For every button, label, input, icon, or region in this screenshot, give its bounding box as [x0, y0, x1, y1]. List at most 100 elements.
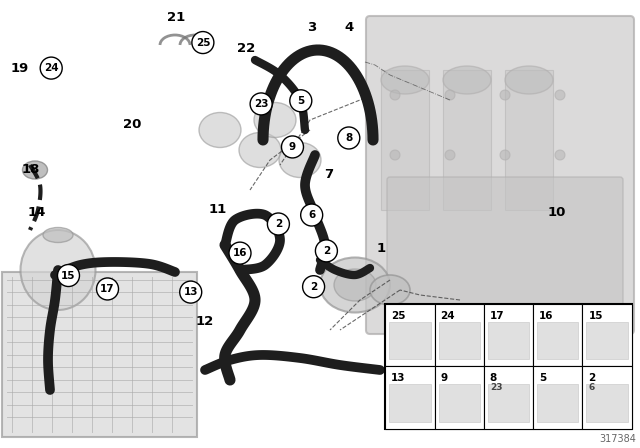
Circle shape	[301, 204, 323, 226]
Bar	[484, 304, 533, 366]
Bar	[385, 304, 632, 429]
Ellipse shape	[239, 133, 281, 168]
Ellipse shape	[20, 230, 95, 310]
Circle shape	[445, 90, 455, 100]
Ellipse shape	[320, 258, 390, 313]
Text: 8: 8	[490, 374, 497, 383]
Text: 6: 6	[588, 383, 595, 392]
Circle shape	[268, 213, 289, 235]
Circle shape	[282, 136, 303, 158]
Ellipse shape	[334, 269, 376, 301]
Text: 22: 22	[237, 42, 255, 55]
Circle shape	[180, 281, 202, 303]
Circle shape	[192, 31, 214, 54]
Bar	[443, 70, 491, 210]
Text: 12: 12	[196, 315, 214, 328]
Text: 2: 2	[310, 282, 317, 292]
Text: 15: 15	[588, 311, 603, 321]
Circle shape	[338, 127, 360, 149]
Bar	[435, 304, 484, 366]
Text: 24: 24	[44, 63, 58, 73]
Text: 21: 21	[167, 10, 185, 24]
Text: 16: 16	[539, 311, 554, 321]
Bar	[488, 322, 529, 359]
Circle shape	[316, 240, 337, 262]
Ellipse shape	[443, 66, 491, 94]
Bar	[385, 366, 435, 429]
Bar	[438, 322, 480, 359]
Text: 4: 4	[344, 21, 353, 34]
Circle shape	[555, 90, 565, 100]
Text: 23: 23	[490, 383, 502, 392]
Circle shape	[229, 242, 251, 264]
Text: 25: 25	[196, 38, 210, 47]
Bar	[533, 366, 582, 429]
Circle shape	[500, 90, 510, 100]
Bar	[533, 304, 582, 366]
Bar	[582, 366, 632, 429]
Text: 25: 25	[391, 311, 406, 321]
Text: 10: 10	[548, 206, 566, 220]
Circle shape	[250, 93, 272, 115]
Text: 5: 5	[297, 96, 305, 106]
Text: 2: 2	[323, 246, 330, 256]
Text: 1: 1	[376, 242, 385, 255]
Bar	[2, 272, 197, 437]
Text: 5: 5	[539, 374, 547, 383]
Ellipse shape	[254, 103, 296, 138]
Circle shape	[303, 276, 324, 298]
Bar	[389, 384, 431, 422]
Text: 14: 14	[28, 206, 46, 220]
Ellipse shape	[370, 275, 410, 305]
Text: 17: 17	[100, 284, 115, 294]
Ellipse shape	[279, 142, 321, 177]
Ellipse shape	[381, 66, 429, 94]
Text: 3: 3	[307, 21, 316, 34]
Circle shape	[58, 264, 79, 287]
Bar	[438, 384, 480, 422]
Bar	[385, 304, 435, 366]
Bar	[389, 322, 431, 359]
Ellipse shape	[22, 161, 47, 179]
Ellipse shape	[199, 112, 241, 147]
Text: 317384: 317384	[599, 434, 636, 444]
Bar	[582, 304, 632, 366]
Text: 16: 16	[233, 248, 247, 258]
Text: 24: 24	[440, 311, 455, 321]
Circle shape	[555, 150, 565, 160]
FancyBboxPatch shape	[366, 16, 634, 334]
Circle shape	[40, 57, 62, 79]
Text: 2: 2	[275, 219, 282, 229]
Circle shape	[500, 150, 510, 160]
Text: 8: 8	[345, 133, 353, 143]
Bar	[381, 70, 429, 210]
Text: 11: 11	[209, 203, 227, 216]
Text: 13: 13	[391, 374, 406, 383]
Text: 19: 19	[10, 61, 28, 75]
Circle shape	[97, 278, 118, 300]
Text: 18: 18	[22, 163, 40, 176]
Text: 15: 15	[61, 271, 76, 280]
Circle shape	[445, 150, 455, 160]
Bar	[505, 70, 553, 210]
Bar	[537, 384, 579, 422]
Text: 13: 13	[184, 287, 198, 297]
Ellipse shape	[43, 228, 73, 242]
Bar	[488, 384, 529, 422]
Bar	[586, 322, 628, 359]
Bar	[586, 384, 628, 422]
Text: 20: 20	[124, 118, 141, 131]
Bar	[484, 366, 533, 429]
Text: 17: 17	[490, 311, 504, 321]
Circle shape	[290, 90, 312, 112]
Text: 23: 23	[254, 99, 268, 109]
Text: 9: 9	[289, 142, 296, 152]
Bar	[537, 322, 579, 359]
Circle shape	[390, 90, 400, 100]
Bar	[435, 366, 484, 429]
Circle shape	[390, 150, 400, 160]
Text: 7: 7	[324, 168, 333, 181]
Text: 9: 9	[440, 374, 448, 383]
Text: 2: 2	[588, 374, 596, 383]
Text: 6: 6	[308, 210, 316, 220]
